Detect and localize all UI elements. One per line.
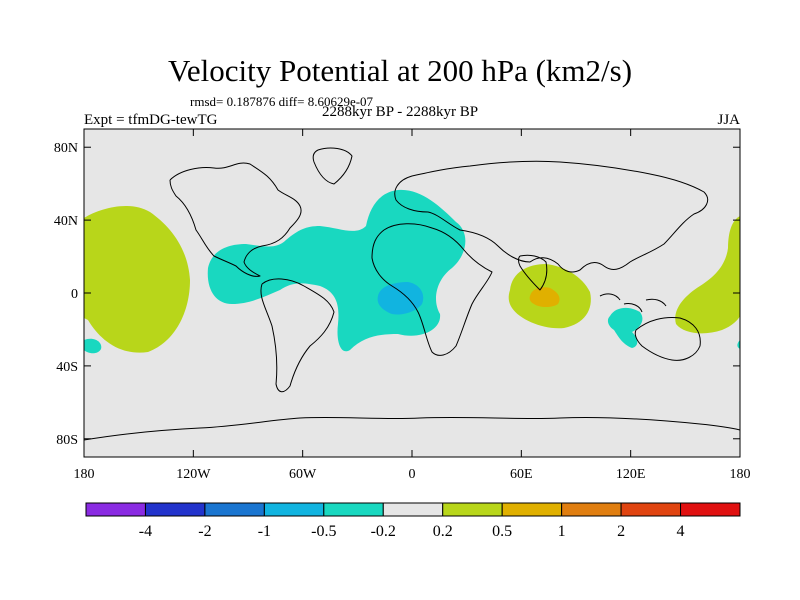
x-tick-label: 60E <box>510 467 533 482</box>
colorbar-label: -4 <box>139 523 152 540</box>
region-indonesia <box>607 307 643 348</box>
chart-title: Velocity Potential at 200 hPa (km2/s) <box>167 53 633 88</box>
period-label: 2288kyr BP - 2288kyr BP <box>321 104 479 120</box>
x-tick-label: 0 <box>409 467 416 482</box>
coastline-africa <box>371 223 493 356</box>
map-axes: 180 120W 60W 0 60E 120E 180 80N 40N 0 40S 80S <box>54 129 751 482</box>
coastline-south-america <box>260 278 335 393</box>
coastline-australia <box>634 317 701 361</box>
colorbar-box <box>620 502 682 517</box>
region-arabian-sea-core <box>529 287 560 307</box>
colorbar-label: 4 <box>677 523 685 540</box>
colorbar-label: 0.2 <box>433 523 453 540</box>
x-tick-label: 120E <box>616 467 646 482</box>
colorbar-label: 2 <box>617 523 625 540</box>
coastline-eurasia <box>394 160 709 273</box>
coastline-antarctica <box>83 416 741 441</box>
colorbar-label: -0.5 <box>311 523 336 540</box>
colorbar-box <box>382 502 444 517</box>
y-tick-label: 80S <box>56 433 78 448</box>
colorbar-label: 1 <box>558 523 566 540</box>
colorbar-box <box>680 502 741 517</box>
region-gulf-of-guinea-core <box>377 282 424 315</box>
coastline-greenland <box>312 147 353 185</box>
colorbar-label: -1 <box>258 523 271 540</box>
coastline-india <box>518 254 548 291</box>
region-south-pacific-east <box>737 340 740 349</box>
colorbar-box <box>85 502 146 517</box>
x-tick-label: 180 <box>730 467 751 482</box>
coastline-north-america <box>169 162 302 277</box>
colorbar-label: -0.2 <box>371 523 396 540</box>
x-tick-label: 120W <box>176 467 211 482</box>
x-tick-label: 180 <box>74 467 95 482</box>
season-label: JJA <box>717 112 740 128</box>
experiment-label: Expt = tfmDG-tewTG <box>84 112 218 128</box>
colorbar-box <box>144 502 206 517</box>
map-area <box>83 128 741 458</box>
colorbar-box <box>442 502 503 517</box>
stats-text: rmsd= 0.187876 diff= 8.60629e-07 <box>190 94 374 109</box>
colorbar-box <box>263 502 325 517</box>
y-tick-label: 0 <box>71 287 78 302</box>
colorbar: -4 -2 -1 -0.5 -0.2 0.2 0.5 1 2 4 <box>85 502 741 540</box>
colorbar-box <box>501 502 563 517</box>
region-western-pacific <box>675 216 740 334</box>
y-tick-label: 40N <box>54 214 78 229</box>
colorbar-label: 0.5 <box>492 523 512 540</box>
region-south-pacific-small <box>84 338 102 354</box>
y-tick-label: 80N <box>54 141 78 156</box>
colorbar-box <box>204 502 265 517</box>
x-tick-label: 60W <box>289 467 317 482</box>
y-tick-label: 40S <box>56 360 78 375</box>
region-central-north-pacific <box>84 205 190 353</box>
colorbar-box <box>561 502 622 517</box>
coastline-maritime-continent <box>599 293 667 313</box>
colorbar-label: -2 <box>198 523 211 540</box>
colorbar-box <box>323 502 384 517</box>
